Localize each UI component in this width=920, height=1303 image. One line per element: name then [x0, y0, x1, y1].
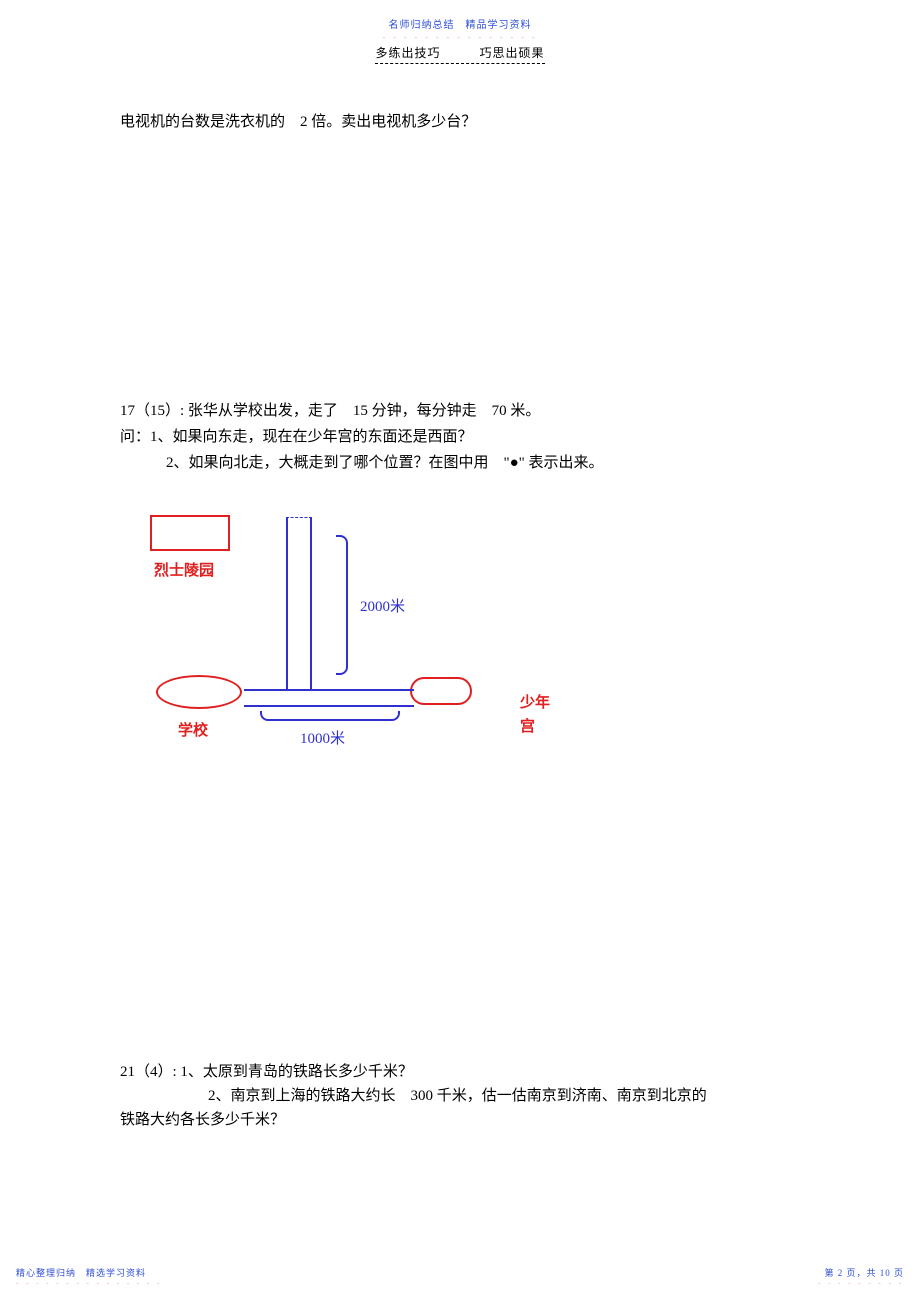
path-horiz-top: [244, 689, 414, 691]
footer-left-text: 精心整理归纳 精选学习资料: [16, 1266, 162, 1279]
distance-1000: 1000米: [300, 727, 345, 751]
school-label: 学校: [178, 719, 208, 743]
path-horiz-bottom: [244, 705, 414, 707]
q17-sub1: 问：1、如果向东走，现在在少年宫的东面还是西面？: [120, 425, 800, 449]
content-area: 电视机的台数是洗衣机的 2 倍。卖出电视机多少台？ 17（15）: 张华从学校出…: [120, 100, 800, 1132]
school-ellipse: [156, 675, 242, 709]
brace-vertical: [336, 535, 348, 675]
q21-line2: 2、南京到上海的铁路大约长 300 千米，估一估南京到济南、南京到北京的: [208, 1084, 800, 1108]
cemetery-box: [150, 515, 230, 551]
question-16: 电视机的台数是洗衣机的 2 倍。卖出电视机多少台？: [120, 110, 800, 134]
path-top-dash: [286, 517, 312, 518]
question-21: 21（4）: 1、太原到青岛的铁路长多少千米？ 2、南京到上海的铁路大约长 30…: [120, 1060, 800, 1132]
header-top-dots: - - - - - - - - - - - - - - -: [0, 33, 920, 42]
footer-right: 第 2 页，共 10 页 - - - - - - - - -: [818, 1266, 904, 1287]
palace-shape: [410, 677, 472, 705]
diagram: 烈士陵园 学校 少年宫 2000米 1000米: [150, 515, 550, 775]
footer-left-dots: - - - - - - - - - - - - - - -: [16, 1279, 162, 1287]
palace-label: 少年宫: [520, 691, 550, 739]
q16-text: 电视机的台数是洗衣机的 2 倍。卖出电视机多少台？: [120, 110, 800, 134]
q21-line3: 铁路大约各长多少千米？: [120, 1108, 800, 1132]
header-top: 名师归纳总结 精品学习资料 - - - - - - - - - - - - - …: [0, 16, 920, 42]
footer-right-text: 第 2 页，共 10 页: [818, 1266, 904, 1279]
brace-horizontal: [260, 711, 400, 721]
q17-sub2: 2、如果向北走，大概走到了哪个位置？在图中用 "●" 表示出来。: [166, 451, 800, 475]
question-17: 17（15）: 张华从学校出发，走了 15 分钟，每分钟走 70 米。 问：1、…: [120, 399, 800, 775]
q21-line1: 21（4）: 1、太原到青岛的铁路长多少千米？: [120, 1060, 800, 1084]
path-vert-right: [310, 517, 312, 691]
footer-right-dots: - - - - - - - - -: [818, 1279, 904, 1287]
distance-2000: 2000米: [360, 595, 405, 619]
header-sub: 多练出技巧 巧思出硕果: [0, 44, 920, 64]
q17-line1: 17（15）: 张华从学校出发，走了 15 分钟，每分钟走 70 米。: [120, 399, 800, 423]
cemetery-label: 烈士陵园: [154, 559, 214, 583]
footer-left: 精心整理归纳 精选学习资料 - - - - - - - - - - - - - …: [16, 1266, 162, 1287]
path-vert-left: [286, 517, 288, 691]
header-top-text: 名师归纳总结 精品学习资料: [0, 16, 920, 31]
header-sub-text: 多练出技巧 巧思出硕果: [375, 44, 544, 64]
